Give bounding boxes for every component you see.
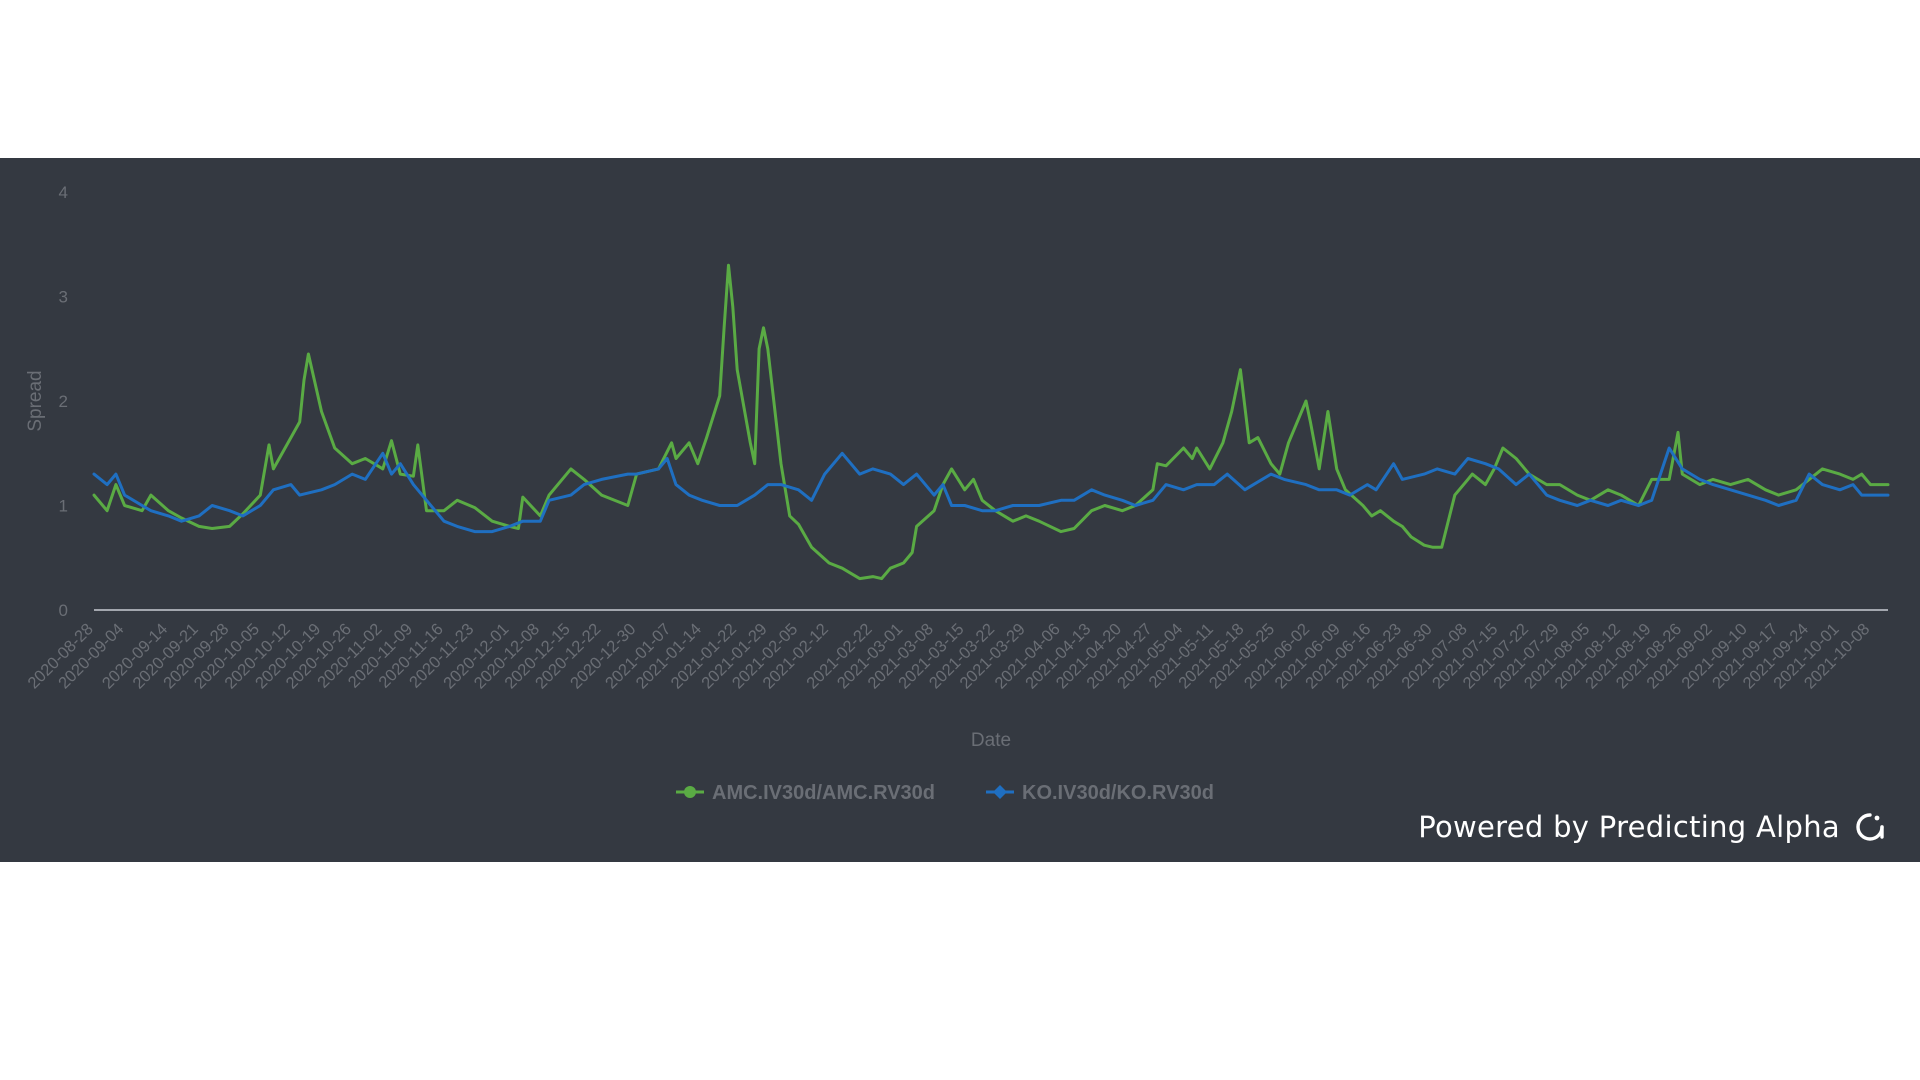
brand-text: Powered by Predicting Alpha [1418,810,1840,844]
y-axis-title: Spread [25,370,46,431]
series-line-amc [92,263,1890,581]
legend-ko-label: KO.IV30d/KO.RV30d [1022,782,1214,804]
y-tick-label: 0 [59,601,68,620]
y-tick-label: 4 [59,183,68,202]
x-axis-title: Date [971,730,1011,751]
legend-amc-marker [684,786,696,798]
y-tick-label: 2 [59,392,68,411]
y-tick-label: 1 [59,497,68,516]
powered-by-brand[interactable]: Powered by Predicting Alpha [1418,810,1886,844]
series-line-ko [92,446,1890,534]
predicting-alpha-logo-icon [1856,813,1884,841]
legend-amc-label: AMC.IV30d/AMC.RV30d [712,782,935,804]
chart-panel: 0 1 2 3 4 Spread 2020-08-28 2020-09-04 2020-09-1… [0,158,1920,862]
spread-line-chart: 01234Spread2020-08-282020-09-042020-09-1… [24,183,1890,804]
legend-ko-marker [993,785,1007,799]
y-tick-label: 3 [59,288,68,307]
